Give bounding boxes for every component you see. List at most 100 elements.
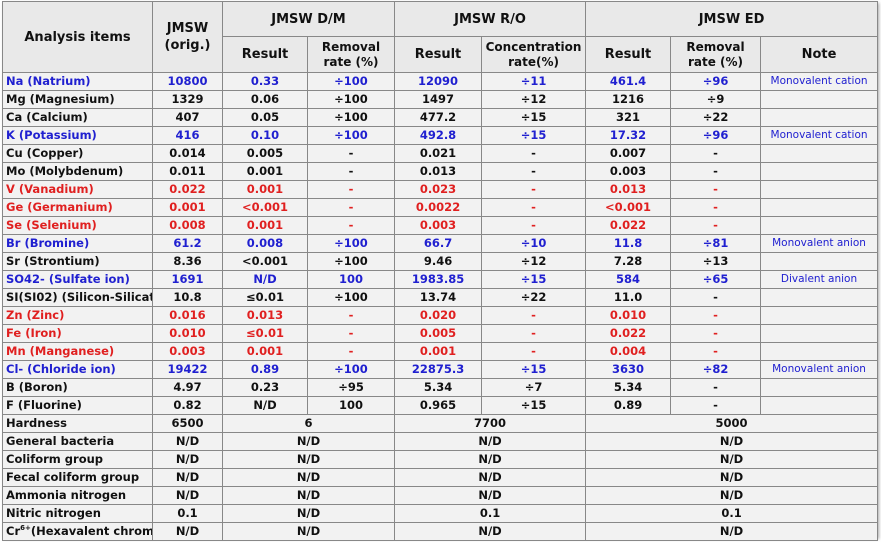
ed-result: 0.022: [585, 324, 672, 343]
dm-removal-rate: -: [306, 180, 396, 199]
ro-concentration-rate: -: [481, 216, 587, 235]
ro-result: 0.965: [394, 396, 483, 415]
note-cell: [760, 216, 879, 235]
ro-concentration-rate: ÷12: [481, 90, 587, 109]
dm-removal-rate: ÷100: [306, 360, 396, 379]
analysis-item-name: Ammonia nitrogen: [2, 486, 153, 505]
table-row: Sr (Strontium) 8.36 <0.001 ÷100 9.46 ÷12 7.28 ÷…: [2, 252, 879, 271]
analysis-item-name: Se (Selenium): [2, 216, 153, 235]
note-cell: [760, 288, 879, 307]
ed-result: 5.34: [585, 378, 672, 397]
dm-result: 0.10: [222, 126, 308, 145]
dm-removal-rate: ÷100: [306, 108, 396, 127]
ro-result: 492.8: [394, 126, 483, 145]
dm-result: 0.001: [222, 180, 308, 199]
ro-value: N/D: [394, 468, 587, 487]
header-ed-result: Result: [585, 36, 672, 73]
table-row: Se (Selenium) 0.008 0.001-0.003-0.022-: [2, 216, 879, 235]
dm-result: 0.89: [222, 360, 308, 379]
ro-result: 0.020: [394, 306, 483, 325]
ro-value: 0.1: [394, 504, 587, 523]
ed-result: 0.010: [585, 306, 672, 325]
dm-value: N/D: [221, 522, 396, 541]
ro-result: 9.46: [394, 252, 483, 271]
ed-removal-rate: ÷82: [670, 360, 762, 379]
table-row: SO42- (Sulfate ion) 1691 N/D 100 1983.85 ÷15 5…: [2, 270, 879, 289]
dm-value: N/D: [221, 450, 396, 469]
orig-value: 407: [152, 108, 223, 127]
analysis-item-name: SI(SI02) (Silicon-Silicate): [2, 288, 153, 307]
analysis-item-name: Cu (Copper): [2, 144, 153, 163]
ro-concentration-rate: ÷11: [481, 72, 587, 91]
ed-removal-rate: -: [670, 288, 762, 307]
ed-result: 7.28: [585, 252, 672, 271]
dm-result: <0.001: [222, 198, 308, 217]
ro-result: 0.003: [394, 216, 483, 235]
dm-removal-rate: -: [306, 342, 396, 361]
ed-removal-rate: ÷65: [670, 270, 762, 289]
header-jmsw-ed: JMSW ED: [585, 1, 879, 37]
dm-removal-rate: ÷95: [306, 378, 396, 397]
dm-removal-rate: -: [306, 306, 396, 325]
dm-result: 0.013: [222, 306, 308, 325]
orig-value: 61.2: [152, 234, 223, 253]
header-jmsw-dm: JMSW D/M: [221, 1, 396, 37]
note-cell: Monovalent cation: [760, 72, 879, 91]
orig-value: 10.8: [152, 288, 223, 307]
ro-result: 0.023: [394, 180, 483, 199]
note-cell: [760, 342, 879, 361]
orig-value: 0.010: [152, 324, 223, 343]
note-cell: Divalent anion: [760, 270, 879, 289]
header-ro-concentration-rate: Concentration rate(%): [481, 36, 587, 73]
dm-result: 0.05: [222, 108, 308, 127]
dm-removal-rate: ÷100: [306, 252, 396, 271]
dm-removal-rate: -: [306, 162, 396, 181]
orig-value: N/D: [152, 450, 223, 469]
table-row: Coliform group N/D N/D N/D N/D: [2, 450, 879, 469]
note-cell: [760, 108, 879, 127]
dm-removal-rate: ÷100: [306, 90, 396, 109]
analysis-item-name: Ge (Germanium): [2, 198, 153, 217]
note-cell: [760, 306, 879, 325]
dm-removal-rate: -: [306, 324, 396, 343]
ed-result: 1216: [585, 90, 672, 109]
analysis-item-name: F (Fluorine): [2, 396, 153, 415]
orig-value: 0.011: [152, 162, 223, 181]
ed-removal-rate: ÷9: [670, 90, 762, 109]
table-row: SI(SI02) (Silicon-Silicate) 10.8 ≤0.01 ÷100…: [2, 288, 879, 307]
ro-concentration-rate: ÷15: [481, 396, 587, 415]
chrome-suffix: (Hexavalent chrome): [30, 524, 153, 538]
ro-concentration-rate: ÷15: [481, 270, 587, 289]
ed-removal-rate: -: [670, 306, 762, 325]
ro-concentration-rate: ÷7: [481, 378, 587, 397]
ed-removal-rate: ÷96: [670, 126, 762, 145]
table-row: Ca (Calcium) 407 0.05 ÷100 477.2 ÷15 321 ÷22: [2, 108, 879, 127]
ed-removal-rate: -: [670, 216, 762, 235]
ro-result: 12090: [394, 72, 483, 91]
ro-result: 22875.3: [394, 360, 483, 379]
ed-removal-rate: -: [670, 144, 762, 163]
orig-value: 0.014: [152, 144, 223, 163]
ro-value: 7700: [394, 414, 587, 433]
ed-result: 0.89: [585, 396, 672, 415]
orig-value: 1329: [152, 90, 223, 109]
analysis-item-name: B (Boron): [2, 378, 153, 397]
note-cell: [760, 144, 879, 163]
table-row: Nitric nitrogen 0.1 N/D 0.1 0.1: [2, 504, 879, 523]
ed-removal-rate: -: [670, 378, 762, 397]
ed-result: 11.0: [585, 288, 672, 307]
dm-removal-rate: ÷100: [306, 288, 396, 307]
table-row: Cr6+(Hexavalent chrome)N/DN/DN/DN/D: [2, 522, 879, 541]
analysis-item-name: General bacteria: [2, 432, 153, 451]
header-dm-removal-rate: Removal rate (%): [306, 36, 396, 73]
ro-result: 0.005: [394, 324, 483, 343]
orig-value: 19422: [152, 360, 223, 379]
ed-removal-rate: ÷22: [670, 108, 762, 127]
ed-removal-rate: -: [670, 324, 762, 343]
analysis-item-name: K (Potassium): [2, 126, 153, 145]
analysis-item-name: Sr (Strontium): [2, 252, 153, 271]
ro-concentration-rate: ÷15: [481, 360, 587, 379]
table-row: B (Boron) 4.97 0.23 ÷95 5.34 ÷7 5.34-: [2, 378, 879, 397]
dm-removal-rate: 100: [306, 396, 396, 415]
orig-value: 4.97: [152, 378, 223, 397]
